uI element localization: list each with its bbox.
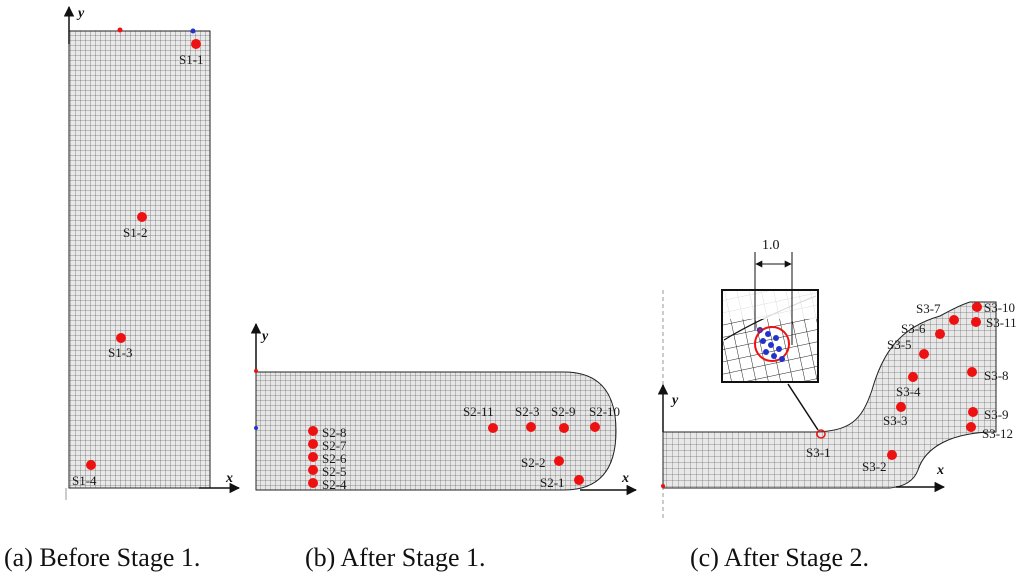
panel-c: y x 1.0 S3-1 S3-2 xyxy=(657,238,1017,518)
panel-b-mesh xyxy=(255,371,617,491)
zoom-node-2 xyxy=(765,331,771,337)
label-S2-4: S2-4 xyxy=(322,477,347,492)
panel-b-y-axis-label: y xyxy=(260,329,269,344)
zoom-node-7 xyxy=(763,349,769,355)
point-S1-4 xyxy=(86,460,96,470)
point-S2-9 xyxy=(559,423,569,433)
label-S3-3: S3-3 xyxy=(883,413,908,428)
label-S3-1: S3-1 xyxy=(806,445,831,460)
point-S3-6 xyxy=(935,329,945,339)
label-S2-7: S2-7 xyxy=(322,438,347,453)
label-S3-6: S3-6 xyxy=(901,321,926,336)
label-S2-1: S2-1 xyxy=(540,475,565,490)
point-S3-9 xyxy=(968,407,978,417)
panel-c-mesh xyxy=(662,301,997,489)
panel-b: y x S2-1 S2-2 S2-3 S2-4 S2-5 S2-6 S2-7 S… xyxy=(250,322,638,496)
zoom-node-6 xyxy=(776,346,782,352)
point-S2-5 xyxy=(308,465,318,475)
point-S1-3 xyxy=(116,333,126,343)
zoom-node-4 xyxy=(760,338,766,344)
point-S3-7 xyxy=(949,315,959,325)
label-S3-10: S3-10 xyxy=(984,300,1015,315)
point-S2-4 xyxy=(308,478,318,488)
label-S3-9: S3-9 xyxy=(984,407,1009,422)
zoom-node-8 xyxy=(771,353,777,359)
point-S3-5 xyxy=(919,349,929,359)
panel-c-y-axis-label: y xyxy=(670,393,679,408)
panel-b-x-axis-label: x xyxy=(621,471,629,486)
zoom-node-red xyxy=(758,328,762,332)
zoom-inset: 1.0 xyxy=(721,238,826,439)
label-S3-5: S3-5 xyxy=(887,337,912,352)
label-S3-8: S3-8 xyxy=(984,368,1009,383)
point-S2-3 xyxy=(526,422,536,432)
zoom-node-9 xyxy=(779,356,785,362)
point-S3-12 xyxy=(966,422,976,432)
point-S1-1 xyxy=(191,39,201,49)
point-S3-3 xyxy=(896,402,906,412)
label-S3-11: S3-11 xyxy=(986,315,1017,330)
label-S2-10: S2-10 xyxy=(589,404,620,419)
panel-a-y-axis-label: y xyxy=(76,6,85,21)
zoom-inset-circle xyxy=(754,326,790,362)
point-S3-2 xyxy=(887,450,897,460)
zoom-inset-blank-top xyxy=(723,291,817,319)
point-S2-11 xyxy=(488,423,498,433)
origin-marker-red xyxy=(254,369,258,373)
zoom-node-3 xyxy=(773,335,779,341)
origin-marker-red xyxy=(661,484,665,488)
label-S1-2: S1-2 xyxy=(123,225,148,240)
point-S3-11 xyxy=(971,317,981,327)
caption-c: (c) After Stage 2. xyxy=(690,543,869,572)
label-S2-9: S2-9 xyxy=(551,404,576,419)
label-S2-8: S2-8 xyxy=(322,425,347,440)
point-S3-10 xyxy=(972,302,982,312)
panel-a-mesh xyxy=(68,30,211,489)
label-S3-12: S3-12 xyxy=(982,426,1013,441)
point-S3-8 xyxy=(967,367,977,377)
point-S2-1 xyxy=(574,475,584,485)
zoom-target-circle xyxy=(816,429,826,439)
panel-a-x-axis-label: x xyxy=(225,471,233,486)
label-S3-7: S3-7 xyxy=(916,301,941,316)
point-S3-4 xyxy=(908,372,918,382)
point-S2-6 xyxy=(308,452,318,462)
point-S2-2 xyxy=(554,456,564,466)
origin-marker-blue xyxy=(254,426,258,430)
zoom-pointer-line xyxy=(787,383,819,431)
origin-marker-red xyxy=(117,27,123,33)
zoom-node-5 xyxy=(768,342,774,348)
label-S3-2: S3-2 xyxy=(862,459,887,474)
point-S2-7 xyxy=(308,439,318,449)
point-S2-8 xyxy=(308,426,318,436)
label-S2-11: S2-11 xyxy=(463,404,494,419)
caption-b: (b) After Stage 1. xyxy=(305,543,486,572)
panel-a: y x S1-1 S1-2 S1-3 S1-4 xyxy=(63,5,241,500)
caption-a: (a) Before Stage 1. xyxy=(4,543,200,572)
label-S2-5: S2-5 xyxy=(322,464,347,479)
label-S1-1: S1-1 xyxy=(179,52,204,67)
panel-c-x-axis-label: x xyxy=(936,463,944,478)
label-S1-4: S1-4 xyxy=(72,473,97,488)
point-S1-2 xyxy=(137,212,147,222)
origin-marker-blue xyxy=(190,28,196,34)
point-S2-10 xyxy=(590,422,600,432)
label-S3-4: S3-4 xyxy=(896,384,921,399)
label-S2-3: S2-3 xyxy=(515,404,540,419)
label-S2-2: S2-2 xyxy=(521,455,546,470)
label-S2-6: S2-6 xyxy=(322,451,347,466)
label-S1-3: S1-3 xyxy=(108,345,133,360)
dimension-label: 1.0 xyxy=(762,238,780,253)
